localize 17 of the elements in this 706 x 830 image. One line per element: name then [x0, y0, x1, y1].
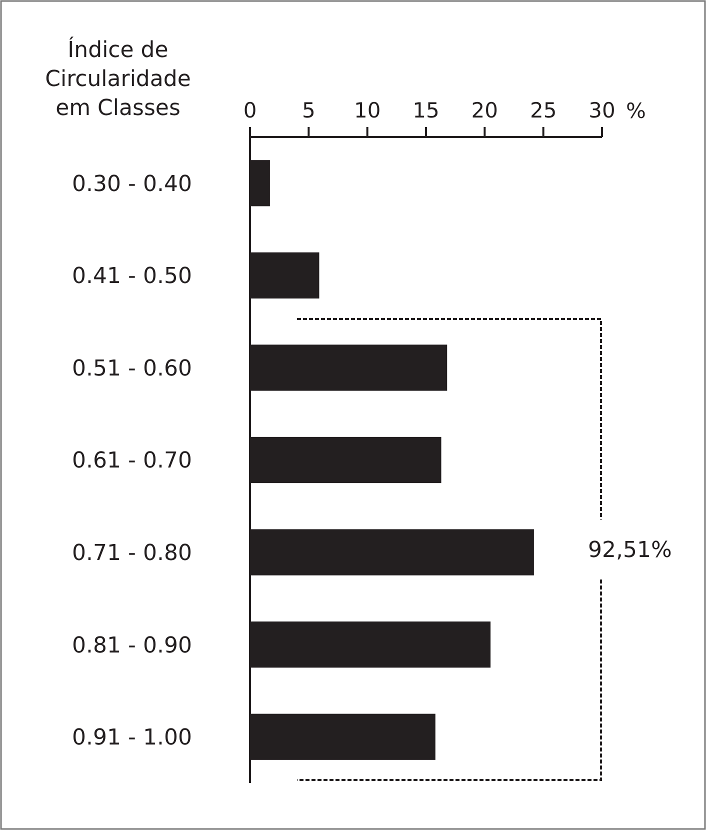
- y-tick-label: 0.51 - 0.60: [72, 356, 192, 382]
- x-tick-label: 15: [412, 98, 440, 123]
- y-tick-label: 0.41 - 0.50: [72, 264, 192, 290]
- x-axis-title: %: [626, 99, 646, 123]
- x-tick-label: 0: [243, 98, 257, 123]
- y-tick-label: 0.91 - 1.00: [72, 726, 192, 751]
- y-axis-title: Índice de Circularidade em Classes: [45, 36, 191, 121]
- annotation: 92,51%: [588, 538, 672, 564]
- y-tick-label: 0.61 - 0.70: [72, 448, 192, 474]
- x-tick-label: 10: [354, 98, 381, 123]
- y-tick-label: 0.71 - 0.80: [72, 540, 192, 566]
- x-tick-label: 25: [530, 98, 557, 123]
- y-tick-label: 0.30 - 0.40: [72, 172, 192, 197]
- x-tick-label: 5: [302, 98, 316, 123]
- x-tick-label: 20: [471, 98, 498, 123]
- y-tick-label: 0.81 - 0.90: [72, 633, 192, 658]
- x-tick-label: 30: [588, 98, 616, 123]
